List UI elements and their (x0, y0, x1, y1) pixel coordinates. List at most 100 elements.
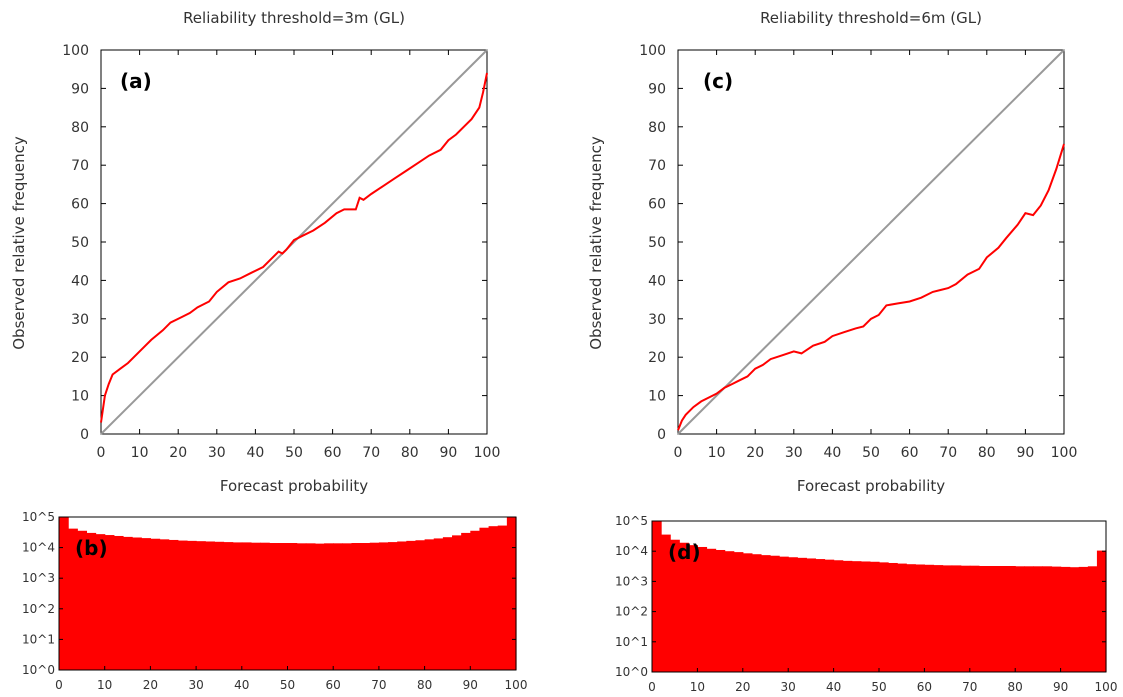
y-tick-label: 10 (648, 389, 666, 405)
histogram-bar (661, 534, 671, 672)
histogram-bar (1024, 566, 1034, 672)
histogram-bar (951, 565, 962, 672)
histogram-bar (196, 541, 206, 670)
x-tick-label: 50 (280, 678, 295, 692)
histogram-bar (1096, 550, 1107, 672)
histogram-bar (260, 542, 270, 670)
x-tick-label: 90 (1053, 680, 1068, 694)
histogram-bar (1078, 566, 1089, 672)
x-tick-label: 10 (690, 680, 705, 694)
histogram-bar (104, 535, 115, 670)
y-tick-label: 10^0 (22, 663, 55, 677)
histogram-bar (59, 517, 69, 670)
x-tick-label: 80 (401, 445, 419, 461)
y-tick-label: 100 (639, 43, 666, 59)
reliability-curve (100, 72, 488, 423)
y-tick-label: 30 (71, 312, 89, 328)
histogram-bar (806, 558, 817, 672)
histogram-bar (250, 542, 261, 670)
x-tick-label: 80 (978, 445, 996, 461)
y-tick-label: 10^5 (22, 510, 55, 524)
x-tick-label: 0 (97, 445, 106, 461)
histogram-bar (470, 530, 481, 670)
histogram-bar (1033, 566, 1044, 672)
histogram-bar (797, 557, 807, 672)
histogram-bar (141, 538, 151, 670)
histogram-bar (241, 542, 252, 670)
panel-c-plot: 0 10 20 30 40 50 60 70 80 90 100 0 10 20 30 40 50 60 70 80 9… (639, 43, 1077, 461)
y-tick-label: 10^3 (615, 574, 648, 588)
panel-a-label: (a) (120, 69, 152, 93)
histogram-bar (205, 541, 215, 670)
x-tick-label: 30 (781, 680, 796, 694)
histogram-bar (824, 559, 835, 672)
panel-a-title: Reliability threshold=3m (GL) (183, 9, 405, 27)
histogram-bar (842, 560, 853, 672)
y-tick-label: 10^1 (615, 635, 648, 649)
x-tick-label: 30 (208, 445, 226, 461)
histogram-bar (770, 555, 780, 672)
histogram-bar (223, 542, 234, 670)
histogram-bar (706, 548, 717, 672)
histogram-bar (652, 521, 662, 672)
histogram-bar (406, 540, 417, 670)
y-tick-label: 80 (71, 120, 89, 136)
histogram-bar (159, 539, 170, 670)
histogram-bar (942, 565, 953, 672)
panel-a-ylabel: Observed relative frequency (10, 136, 28, 350)
x-tick-label: 100 (505, 678, 528, 692)
histogram-bar (77, 530, 88, 670)
x-tick-label: 10 (708, 445, 726, 461)
x-tick-label: 20 (143, 678, 158, 692)
histogram-bar (879, 562, 889, 672)
y-tick-label: 20 (71, 350, 89, 366)
histogram-bar (122, 536, 133, 670)
histogram-bar (342, 543, 353, 670)
histogram-bar (324, 543, 334, 670)
x-tick-label: 90 (439, 445, 457, 461)
y-tick-label: 50 (648, 235, 666, 251)
y-tick-label: 10^5 (615, 514, 648, 528)
histogram-bar (715, 549, 726, 672)
y-tick-label: 100 (62, 43, 89, 59)
y-tick-label: 50 (71, 235, 89, 251)
histogram-bar (960, 565, 971, 672)
histogram-bar (1006, 566, 1016, 672)
histogram-bar (1042, 566, 1053, 672)
histogram-bar (969, 565, 980, 672)
x-tick-label: 70 (962, 680, 977, 694)
y-tick-label: 10^4 (22, 541, 55, 555)
y-tick-label: 10^0 (615, 665, 648, 679)
histogram-bar (351, 543, 362, 670)
histogram-bar (442, 537, 453, 670)
histogram-bar (305, 543, 316, 670)
histogram-bar (479, 527, 490, 670)
histogram-bar (1051, 566, 1062, 672)
histogram-bar (724, 551, 735, 672)
x-tick-label: 70 (362, 445, 380, 461)
histogram-bar (906, 564, 916, 672)
y-tick-label: 90 (648, 81, 666, 97)
panel-b-histogram: 0 10 20 30 40 50 60 70 80 90 100 10^0 10^1 10^2 10^3 10… (22, 510, 527, 692)
y-tick-label: 0 (80, 427, 89, 443)
histogram-bar (1015, 566, 1025, 672)
histogram-bar (488, 526, 499, 670)
x-tick-label: 50 (871, 680, 886, 694)
y-tick-label: 60 (648, 197, 666, 213)
reliability-curve (677, 143, 1065, 431)
y-tick-label: 10^3 (22, 571, 55, 585)
panel-c-label: (c) (703, 69, 733, 93)
histogram-bar (997, 566, 1007, 672)
x-tick-label: 30 (785, 445, 803, 461)
x-tick-label: 20 (169, 445, 187, 461)
x-tick-label: 60 (326, 678, 341, 692)
histogram-bar (987, 566, 998, 672)
x-tick-label: 100 (474, 445, 501, 461)
x-tick-label: 20 (735, 680, 750, 694)
y-tick-label: 10^1 (22, 632, 55, 646)
y-tick-label: 40 (648, 273, 666, 289)
x-tick-label: 0 (674, 445, 683, 461)
x-tick-label: 60 (901, 445, 919, 461)
histogram-bar (360, 543, 371, 670)
